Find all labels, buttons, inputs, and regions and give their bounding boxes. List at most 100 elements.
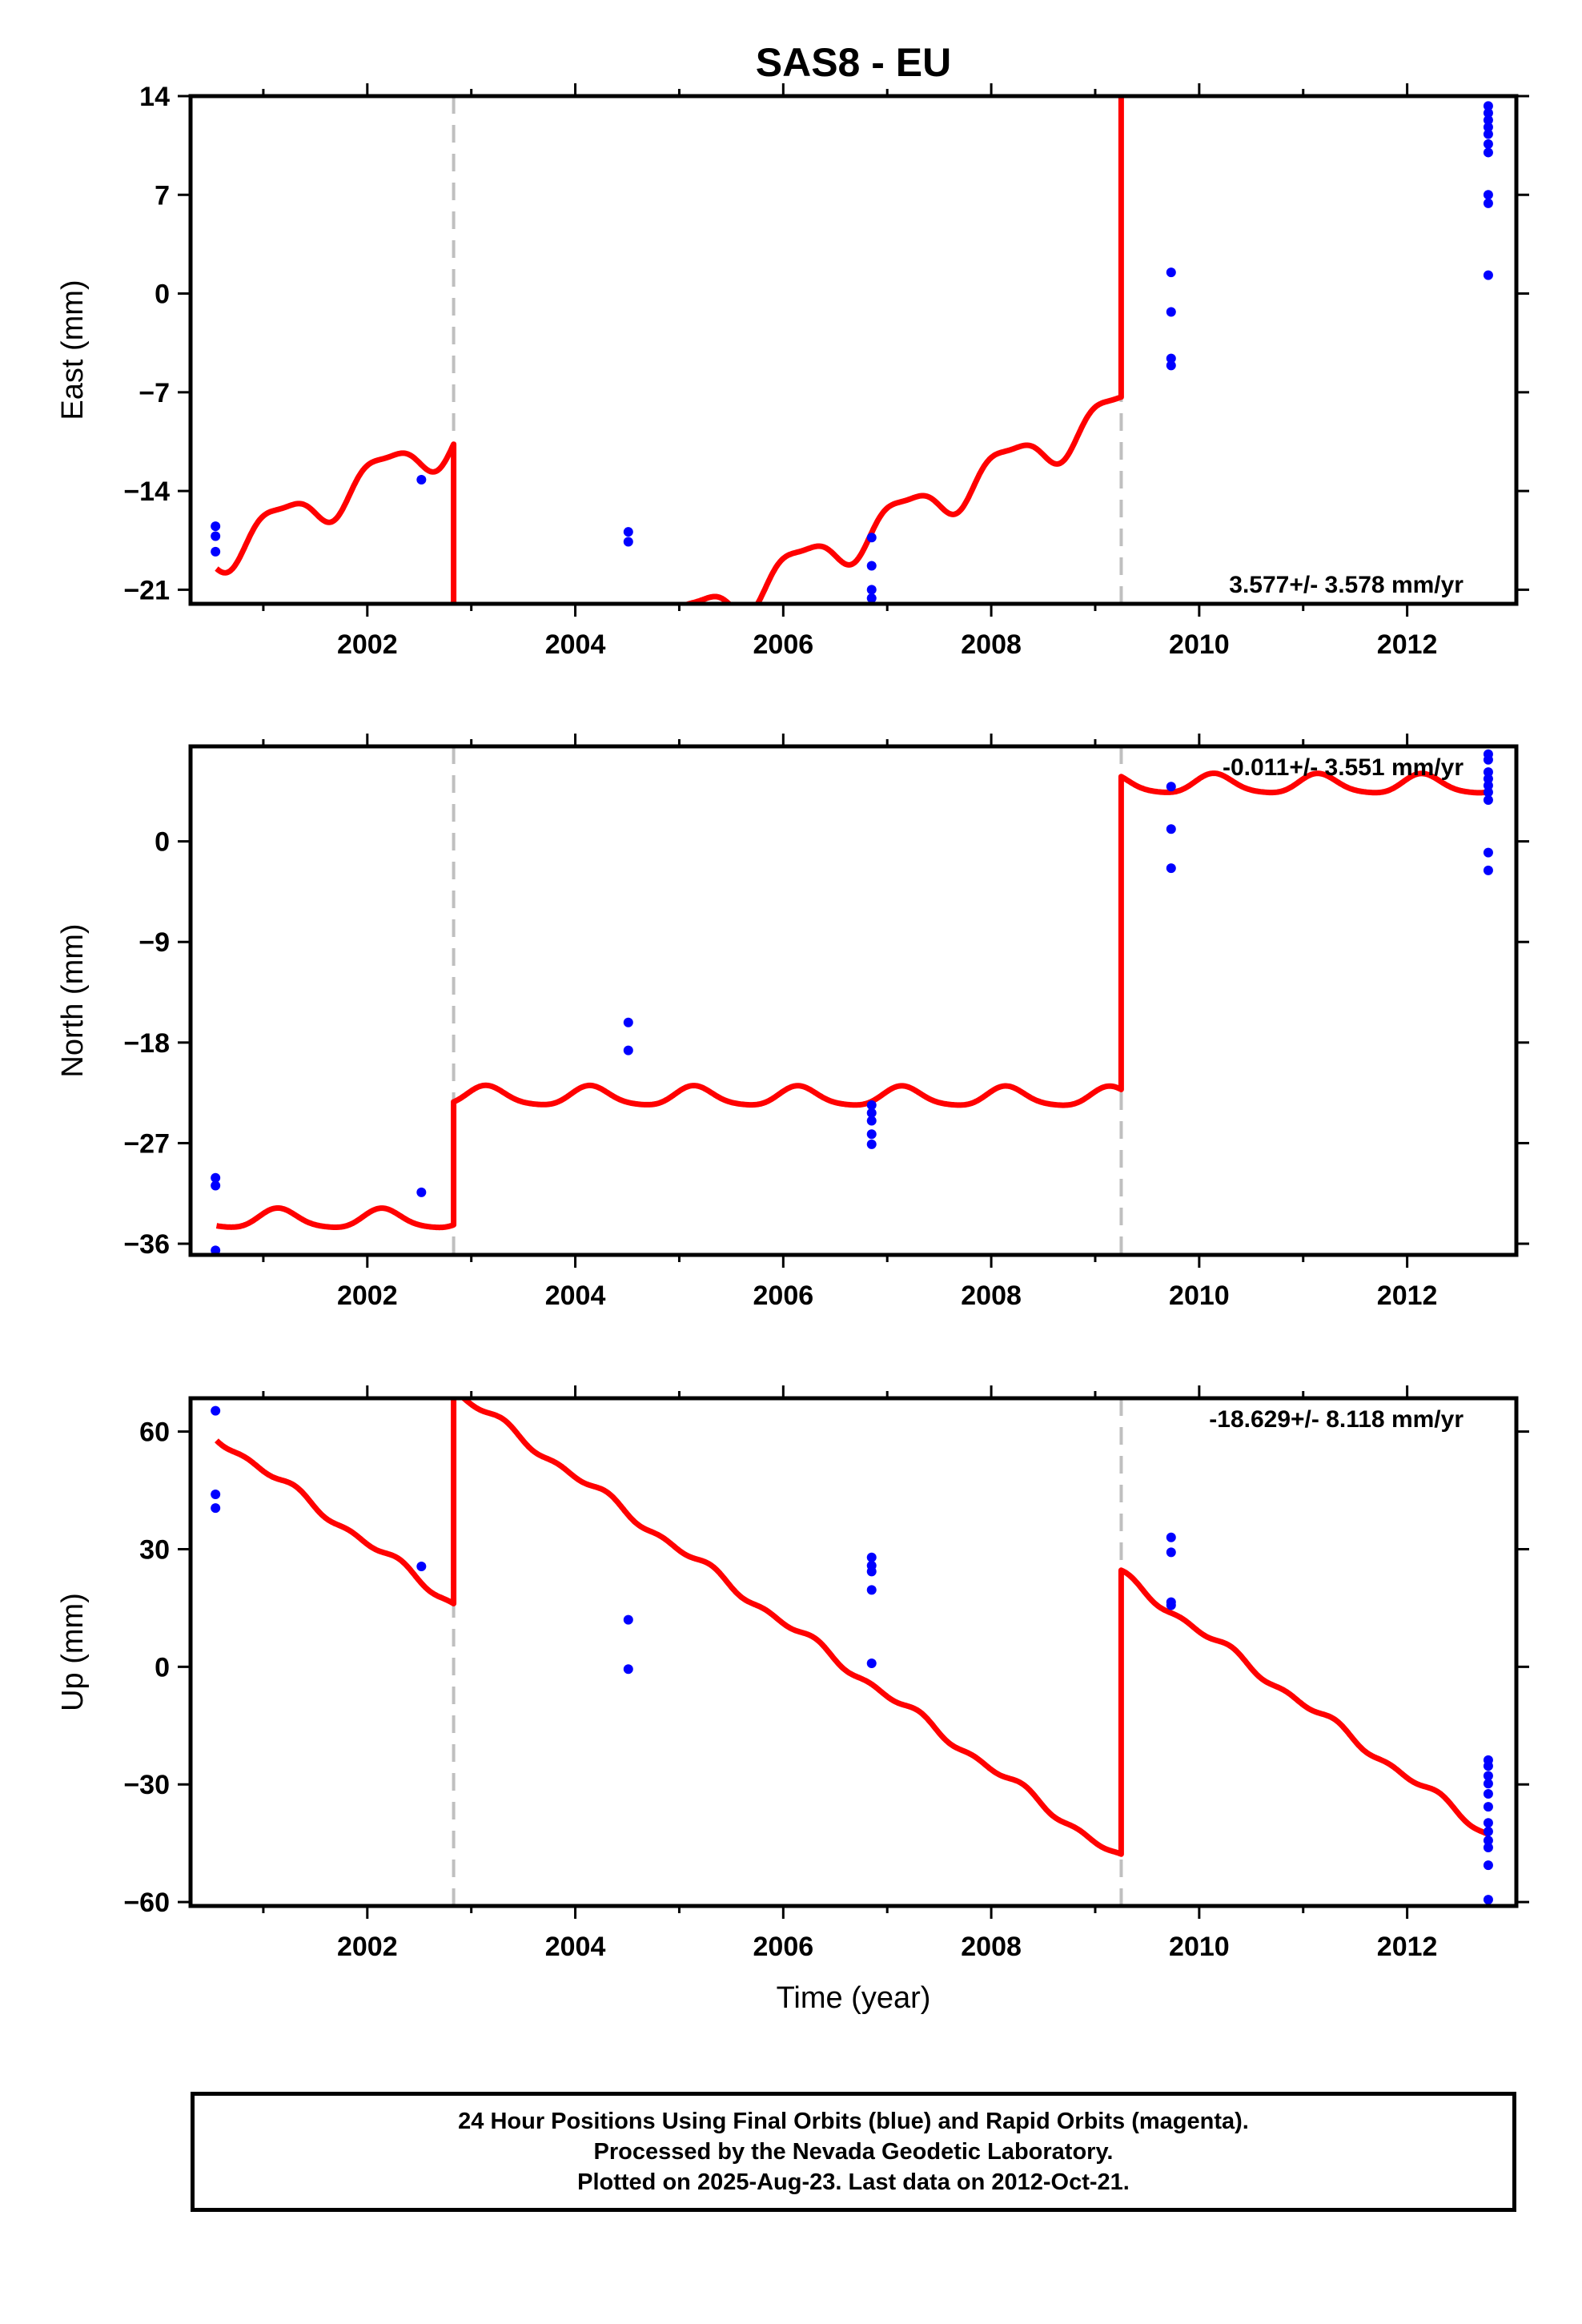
east-xtick-label-2004: 2004 [545, 629, 606, 660]
east-xtick-label-2006: 2006 [753, 629, 814, 660]
north-point-5 [623, 1017, 633, 1027]
north-xtick-label-2002: 2002 [337, 1281, 398, 1311]
up-point-17 [1483, 1761, 1493, 1771]
east-point-14 [1166, 360, 1176, 371]
north-ytick-label-4: −36 [123, 1229, 170, 1260]
east-xtick-label-2012: 2012 [1377, 629, 1438, 660]
up-point-23 [1483, 1826, 1493, 1836]
north-point-3 [211, 1245, 221, 1255]
x-axis-label: Time (year) [777, 1981, 931, 2015]
up-point-13 [1166, 1547, 1176, 1558]
up-point-2 [211, 1489, 221, 1499]
north-point-13 [1166, 824, 1176, 834]
up-point-26 [1483, 1860, 1493, 1871]
east-frame [188, 94, 1519, 606]
east-point-18 [1483, 122, 1493, 132]
east-ytick-label-4: −14 [123, 476, 170, 507]
east-point-22 [1483, 190, 1493, 200]
north-plot-area [211, 749, 1493, 1255]
east-point-15 [1483, 101, 1493, 111]
east-point-13 [1166, 353, 1176, 364]
caption-line-2: Processed by the Nevada Geodetic Laborat… [593, 2139, 1114, 2165]
north-point-16 [1483, 754, 1493, 765]
east-point-3 [211, 546, 221, 557]
east-ytick-label-0: 14 [139, 82, 170, 112]
up-point-12 [1166, 1532, 1176, 1542]
up-point-1 [211, 1405, 221, 1416]
east-ytick-label-5: −21 [123, 575, 170, 605]
east-point-5 [623, 527, 633, 537]
up-ytick-label-1: 30 [139, 1534, 170, 1565]
up-point-27 [1483, 1895, 1493, 1905]
north-point-11 [866, 1139, 877, 1149]
north-y-axis-label: North (mm) [56, 923, 90, 1077]
north-point-21 [1483, 794, 1493, 805]
up-xtick-label-2012: 2012 [1377, 1932, 1438, 1962]
east-y-axis-label: East (mm) [56, 279, 90, 420]
up-point-4 [416, 1562, 427, 1572]
north-model-curve [215, 770, 1491, 1231]
up-point-25 [1483, 1843, 1493, 1853]
north-point-19 [1483, 780, 1493, 790]
up-y-axis-label: Up (mm) [56, 1593, 90, 1711]
caption-box: 24 Hour Positions Using Final Orbits (bl… [191, 2092, 1516, 2212]
north-xtick-label-2012: 2012 [1377, 1281, 1438, 1311]
north-point-10 [866, 1129, 877, 1140]
up-xtick-label-2002: 2002 [337, 1932, 398, 1962]
up-point-11 [866, 1658, 877, 1668]
panel-north: 2002 2004 2006 2008 2010 2012 0 −9 −18 −27 −36 Nort… [56, 734, 1529, 1311]
north-rate-label: -0.011+/- 3.551 mm/yr [1223, 754, 1464, 781]
up-frame [188, 1396, 1519, 1908]
up-ytick-label-0: 60 [139, 1417, 170, 1448]
north-ytick-label-1: −9 [139, 927, 170, 958]
east-rate-label: 3.577+/- 3.578 mm/yr [1229, 572, 1464, 598]
up-xtick-label-2008: 2008 [961, 1932, 1022, 1962]
up-point-20 [1483, 1788, 1493, 1799]
panel-east: 2002 2004 2006 2008 2010 2012 14 7 0 −7 −14 −21 East… [56, 82, 1529, 660]
north-point-6 [623, 1045, 633, 1055]
east-point-7 [866, 533, 877, 543]
north-frame [188, 744, 1519, 1257]
up-xtick-label-2004: 2004 [545, 1932, 606, 1962]
up-ytick-label-4: −60 [123, 1888, 170, 1918]
panels-group: 2002 2004 2006 2008 2010 2012 14 7 0 −7 −14 −21 East… [56, 82, 1529, 1962]
up-point-3 [211, 1503, 221, 1514]
north-point-20 [1483, 787, 1493, 798]
up-point-10 [866, 1585, 877, 1595]
up-point-15 [1166, 1600, 1176, 1610]
east-ytick-label-3: −7 [139, 378, 170, 408]
north-ytick-label-0: 0 [155, 827, 170, 858]
east-point-17 [1483, 115, 1493, 125]
up-model-curve [215, 1398, 1491, 1857]
north-ytick-label-2: −18 [123, 1028, 170, 1059]
north-point-1 [211, 1172, 221, 1183]
up-point-21 [1483, 1802, 1493, 1812]
east-point-24 [1483, 270, 1493, 280]
east-xtick-label-2008: 2008 [961, 629, 1022, 660]
up-point-19 [1483, 1779, 1493, 1789]
north-point-23 [1483, 865, 1493, 875]
north-xtick-label-2004: 2004 [545, 1281, 606, 1311]
north-point-18 [1483, 774, 1493, 784]
up-point-9 [866, 1566, 877, 1577]
east-xtick-label-2002: 2002 [337, 629, 398, 660]
east-point-9 [866, 585, 877, 595]
east-point-1 [211, 521, 221, 532]
up-plot-area [211, 1398, 1493, 1905]
north-point-22 [1483, 847, 1493, 858]
east-point-8 [866, 561, 877, 571]
north-xtick-label-2006: 2006 [753, 1281, 814, 1311]
up-point-5 [623, 1614, 633, 1625]
east-point-11 [1166, 267, 1176, 278]
up-point-6 [623, 1664, 633, 1675]
east-point-20 [1483, 139, 1493, 149]
east-point-2 [211, 531, 221, 541]
north-point-17 [1483, 767, 1493, 778]
east-ytick-label-2: 0 [155, 279, 170, 310]
east-plot-area [211, 96, 1493, 604]
east-point-4 [416, 475, 427, 485]
east-point-19 [1483, 129, 1493, 139]
up-xtick-label-2006: 2006 [753, 1932, 814, 1962]
